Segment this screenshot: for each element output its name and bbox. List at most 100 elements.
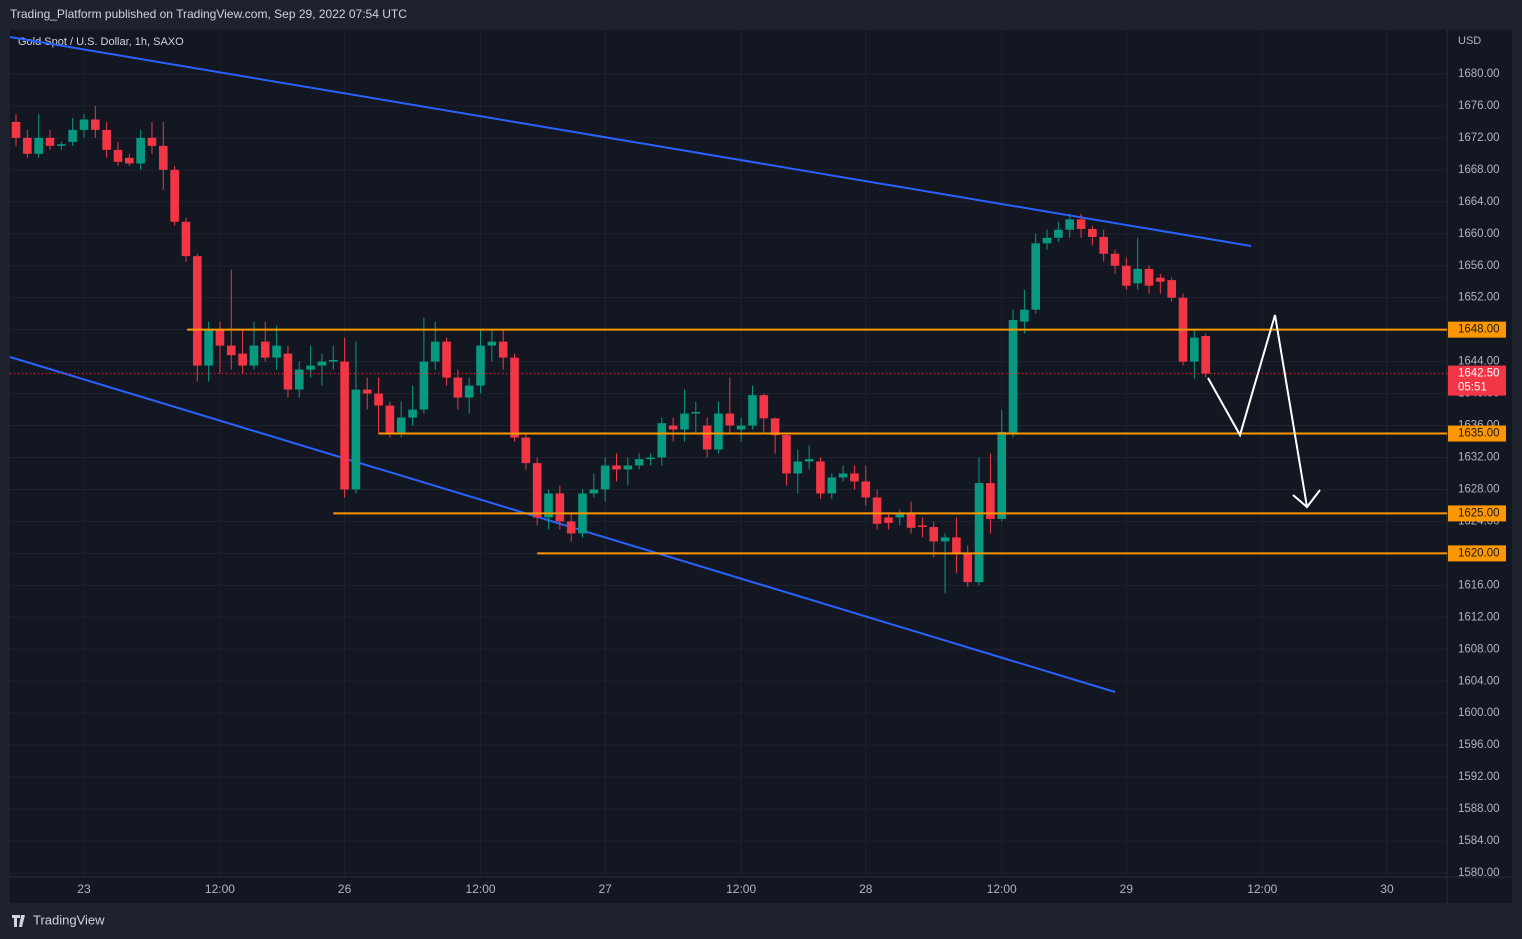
candle-body [34, 137, 43, 154]
trendline [9, 36, 1252, 247]
x-tick-label: 12:00 [466, 882, 496, 896]
y-tick-label: 1656.00 [1458, 260, 1500, 272]
candle-body [374, 393, 383, 406]
x-tick-label: 23 [77, 882, 91, 896]
candle-body [804, 459, 814, 462]
candle-body [714, 413, 723, 450]
axis-labels: 1580.00 1584.00 1588.00 1592.00 1596.00 1600.… [77, 68, 1506, 896]
candle-body [646, 457, 655, 460]
x-tick-label: 28 [859, 882, 873, 896]
y-tick-label: 1644.00 [1458, 356, 1500, 368]
candle-body [306, 365, 315, 370]
candle-body [181, 221, 191, 257]
last-price-bg [1448, 365, 1506, 396]
candle-body [340, 361, 349, 490]
y-tick-label: 1680.00 [1458, 68, 1500, 80]
candle-body [68, 129, 77, 142]
level-label-bg [1448, 425, 1506, 442]
candle-body [294, 369, 304, 390]
candle-body [1054, 229, 1063, 238]
y-tick-label: 1668.00 [1458, 164, 1500, 176]
candle-body [328, 360, 338, 362]
candle-body [238, 353, 247, 366]
x-tick-label: 29 [1120, 882, 1134, 896]
candle-body [770, 418, 780, 436]
candle-body [1076, 219, 1086, 229]
candle-body [850, 473, 859, 482]
candle-body [215, 329, 225, 346]
x-tick-label: 27 [598, 882, 612, 896]
candle-body [691, 411, 701, 414]
y-tick-label: 1584.00 [1458, 835, 1500, 847]
candle-body [57, 144, 66, 146]
footer-brand: TradingView [33, 912, 105, 927]
candle-body [453, 377, 463, 398]
candle-body [226, 345, 236, 356]
candles [10, 105, 1447, 594]
y-tick-label: 1676.00 [1458, 100, 1500, 112]
level-label-bg [1448, 321, 1506, 338]
candle-body [1190, 337, 1199, 362]
candle-body [510, 357, 519, 438]
trendline [9, 356, 1116, 693]
candle-body [442, 341, 451, 378]
chart-area [10, 30, 1512, 903]
candle-body [362, 389, 372, 394]
candle-body [974, 483, 984, 583]
x-tick-label: 12:00 [205, 882, 235, 896]
candle-body [385, 405, 395, 434]
candle-body [736, 425, 746, 430]
x-tick-label: 30 [1380, 882, 1394, 896]
candle-body [498, 341, 508, 358]
candle-body [532, 463, 542, 518]
x-tick-label: 12:00 [1247, 882, 1277, 896]
candle-body [351, 389, 361, 490]
level-label: 1620.00 [1458, 547, 1500, 559]
candle-body [1020, 309, 1029, 322]
candle-body [816, 461, 825, 494]
candle-body [476, 345, 485, 386]
candle-body [272, 345, 281, 358]
candle-body [170, 169, 179, 222]
candle-body [544, 493, 553, 518]
candle-body [566, 521, 576, 534]
candle-body [793, 461, 803, 474]
y-tick-label: 1604.00 [1458, 675, 1500, 687]
candle-body [555, 493, 565, 522]
candle-body [702, 425, 712, 450]
candle-body [204, 329, 213, 366]
candle-body [668, 425, 678, 430]
x-tick-label: 12:00 [726, 882, 756, 896]
candle-body [125, 157, 134, 164]
logo [12, 915, 25, 927]
candle-body [589, 489, 599, 494]
candle-body [317, 361, 327, 366]
candle-body [1122, 265, 1131, 286]
candle-body [192, 256, 202, 366]
candle-body [283, 353, 293, 390]
candle-body [940, 537, 950, 542]
candle-body [102, 129, 111, 150]
candle-body [521, 437, 531, 464]
candle-body [136, 137, 145, 164]
candle-body [113, 149, 123, 162]
candle-body [872, 497, 882, 524]
y-tick-label: 1616.00 [1458, 579, 1500, 591]
candle-body [929, 527, 939, 542]
candle-body [430, 341, 440, 362]
candle-body [45, 137, 55, 146]
candle-body [1167, 280, 1176, 298]
candle-body [1065, 219, 1075, 230]
y-tick-label: 1632.00 [1458, 452, 1500, 464]
candle-body [1031, 243, 1041, 310]
header: Trading_Platform published on TradingVie… [10, 7, 407, 21]
candle-body [1088, 228, 1097, 237]
candle-body [396, 417, 406, 434]
candle-body [963, 553, 973, 583]
y-tick-label: 1628.00 [1458, 483, 1500, 495]
candle-body [1110, 253, 1120, 266]
candle-body [600, 465, 610, 490]
y-tick-label: 1612.00 [1458, 611, 1500, 623]
candle-body [748, 395, 757, 426]
level-label: 1648.00 [1458, 324, 1500, 336]
